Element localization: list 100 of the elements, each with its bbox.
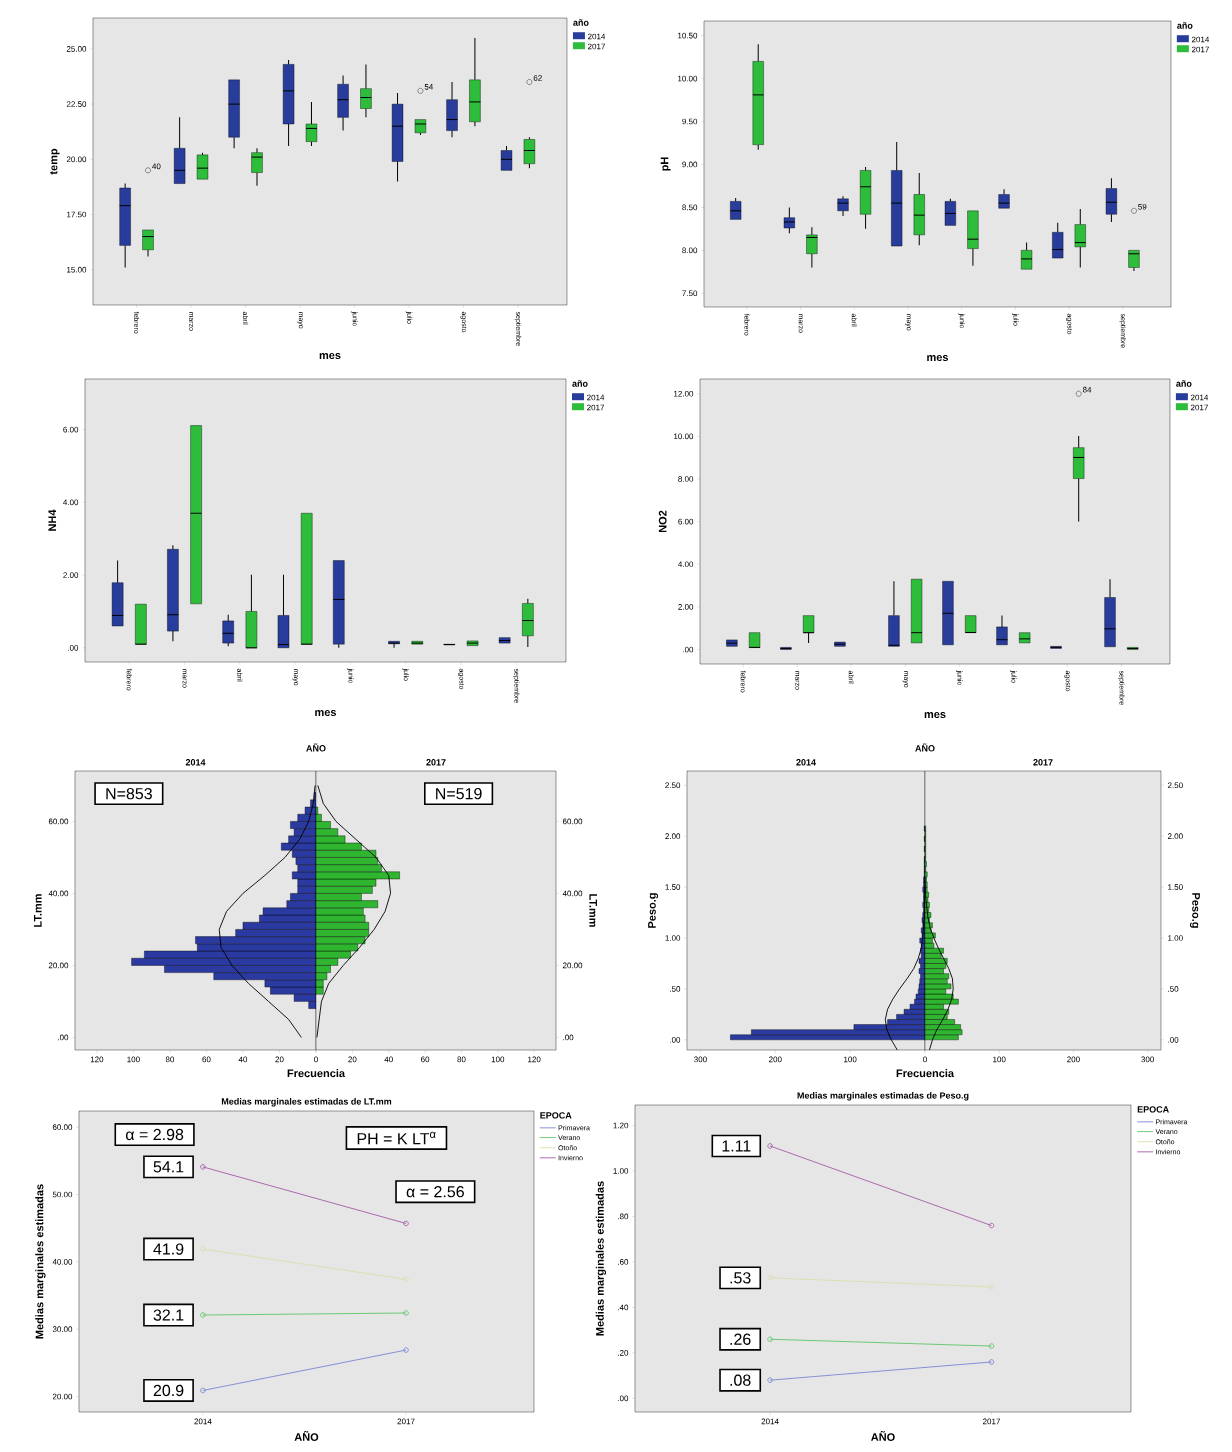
y-tick-label: .80 bbox=[618, 1213, 629, 1220]
chart-title: AÑO bbox=[915, 743, 935, 752]
chart-title: Medias marginales estimadas de Peso.g bbox=[797, 1092, 969, 1101]
y-tick-label: 9.50 bbox=[682, 118, 698, 125]
x-tick-label: 60 bbox=[202, 1056, 211, 1063]
y-tick-label: 2.50 bbox=[1167, 782, 1183, 789]
y-tick-label: 2.00 bbox=[1167, 833, 1183, 840]
x-tick-label: 2014 bbox=[194, 1418, 212, 1425]
y-tick-label: .00 bbox=[670, 1037, 681, 1043]
y-tick-label: 22.50 bbox=[66, 101, 87, 107]
data-label: .26 bbox=[730, 1333, 751, 1345]
chart-subtitle: 2017 bbox=[1033, 759, 1053, 766]
y-tick-label: 20.00 bbox=[66, 156, 87, 163]
y-tick-label: 2.00 bbox=[665, 833, 681, 840]
x-tick-label: 20 bbox=[348, 1056, 357, 1063]
data-label: .53 bbox=[730, 1272, 751, 1284]
y-tick-label: .00 bbox=[683, 646, 694, 653]
data-label: 41.9 bbox=[153, 1243, 184, 1255]
y-tick-label: 60.00 bbox=[48, 818, 69, 825]
y-axis-title: Peso.g bbox=[648, 893, 659, 928]
y-tick-label: 50.00 bbox=[52, 1191, 73, 1198]
legend-label: 2017 bbox=[588, 43, 605, 50]
y-tick-label: 8.00 bbox=[682, 247, 698, 254]
x-tick-label: 80 bbox=[457, 1056, 466, 1063]
x-tick-label: 300 bbox=[1141, 1056, 1154, 1063]
legend-title: año bbox=[1177, 22, 1193, 29]
y-tick-label: 10.00 bbox=[678, 75, 698, 82]
y-tick-label: 6.00 bbox=[63, 426, 79, 433]
x-axis-title: mes bbox=[927, 355, 949, 362]
y-tick-label: 4.00 bbox=[63, 499, 79, 506]
data-label: .08 bbox=[730, 1374, 751, 1386]
x-tick-label: 100 bbox=[127, 1056, 140, 1063]
y-tick-label: 1.50 bbox=[665, 884, 681, 890]
y-axis-title: NH4 bbox=[48, 509, 57, 531]
x-axis-title: AÑO bbox=[294, 1431, 319, 1441]
legend-label: 2014 bbox=[587, 394, 605, 401]
y-tick-label: 17.50 bbox=[67, 211, 87, 218]
annotation: 54 bbox=[424, 84, 434, 90]
y-tick-label: 40.00 bbox=[52, 1259, 73, 1265]
x-axis-title: AÑO bbox=[871, 1431, 895, 1441]
y-axis-title: Medias marginales estimadas bbox=[595, 1181, 607, 1336]
x-tick-label: 0 bbox=[923, 1056, 927, 1063]
y-tick-label: 60.00 bbox=[562, 818, 583, 825]
x-tick-label: 60 bbox=[421, 1056, 430, 1063]
y-tick-label: 10.00 bbox=[674, 433, 694, 440]
legend-title: EPOCA bbox=[1137, 1106, 1169, 1113]
y-tick-label: 8.50 bbox=[682, 204, 698, 211]
legend-label: 2014 bbox=[1190, 394, 1209, 401]
y-tick-label: 1.00 bbox=[613, 1168, 629, 1174]
y-tick-label: 8.00 bbox=[678, 476, 694, 482]
y-tick-label: .00 bbox=[1168, 1037, 1179, 1043]
annotation: 59 bbox=[1138, 203, 1147, 210]
y-tick-label: 9.00 bbox=[682, 161, 698, 168]
y-tick-label: .20 bbox=[618, 1350, 629, 1356]
legend-label: 2017 bbox=[1190, 404, 1208, 411]
y-tick-label: 20.00 bbox=[48, 962, 69, 969]
y-axis-title: LT.mm bbox=[34, 894, 42, 927]
y-axis-title: Medias marginales estimadas bbox=[35, 1184, 46, 1339]
y-tick-label: .00 bbox=[618, 1395, 629, 1402]
y-tick-label: 2.50 bbox=[665, 782, 681, 789]
y-axis-title: pH bbox=[660, 157, 671, 171]
x-tick-label: 80 bbox=[165, 1056, 175, 1063]
x-axis-title: mes bbox=[315, 710, 337, 717]
x-axis-title: Frecuencia bbox=[896, 1069, 955, 1078]
chart-subtitle: 2014 bbox=[796, 759, 816, 766]
legend-title: año bbox=[573, 19, 589, 26]
legend-title: EPOCA bbox=[540, 1112, 572, 1119]
y-axis-title: Peso.g bbox=[1189, 893, 1200, 928]
data-label: 32.1 bbox=[153, 1309, 184, 1321]
y-tick-label: 7.50 bbox=[682, 290, 698, 297]
legend-label: 2014 bbox=[588, 33, 606, 40]
annotation: N=519 bbox=[436, 787, 482, 800]
y-tick-label: .00 bbox=[58, 1034, 69, 1041]
y-tick-label: 1.00 bbox=[1168, 935, 1183, 941]
x-tick-label: 20 bbox=[275, 1056, 284, 1063]
y-tick-label: 4.00 bbox=[678, 561, 694, 568]
annotation: N=853 bbox=[106, 787, 152, 800]
annotation: α = 2.56 bbox=[406, 1186, 464, 1198]
x-tick-label: 200 bbox=[769, 1056, 782, 1063]
chart-subtitle: 2017 bbox=[426, 759, 446, 766]
y-tick-label: 30.00 bbox=[52, 1326, 73, 1333]
annotation: 40 bbox=[152, 163, 161, 170]
y-tick-label: .00 bbox=[68, 645, 79, 651]
x-tick-label: 120 bbox=[528, 1056, 541, 1063]
y-tick-label: 10.50 bbox=[678, 32, 698, 39]
x-axis-title: mes bbox=[924, 712, 946, 719]
x-tick-label: 200 bbox=[1067, 1056, 1080, 1063]
legend-title: año bbox=[1176, 380, 1192, 387]
x-tick-label: 100 bbox=[844, 1056, 857, 1063]
data-label: 20.9 bbox=[153, 1384, 184, 1397]
y-tick-label: 1.20 bbox=[613, 1122, 629, 1129]
x-tick-label: 2014 bbox=[761, 1418, 779, 1425]
y-tick-label: 15.00 bbox=[67, 266, 87, 273]
legend-label: 2017 bbox=[1191, 46, 1209, 53]
y-tick-label: 40.00 bbox=[562, 890, 583, 897]
y-tick-label: 20.00 bbox=[562, 962, 583, 969]
legend-label: 2014 bbox=[1191, 36, 1210, 43]
y-tick-label: 2.00 bbox=[63, 572, 79, 578]
y-axis-title: temp bbox=[50, 148, 60, 175]
chart-title: Medias marginales estimadas de LT.mm bbox=[221, 1098, 392, 1107]
